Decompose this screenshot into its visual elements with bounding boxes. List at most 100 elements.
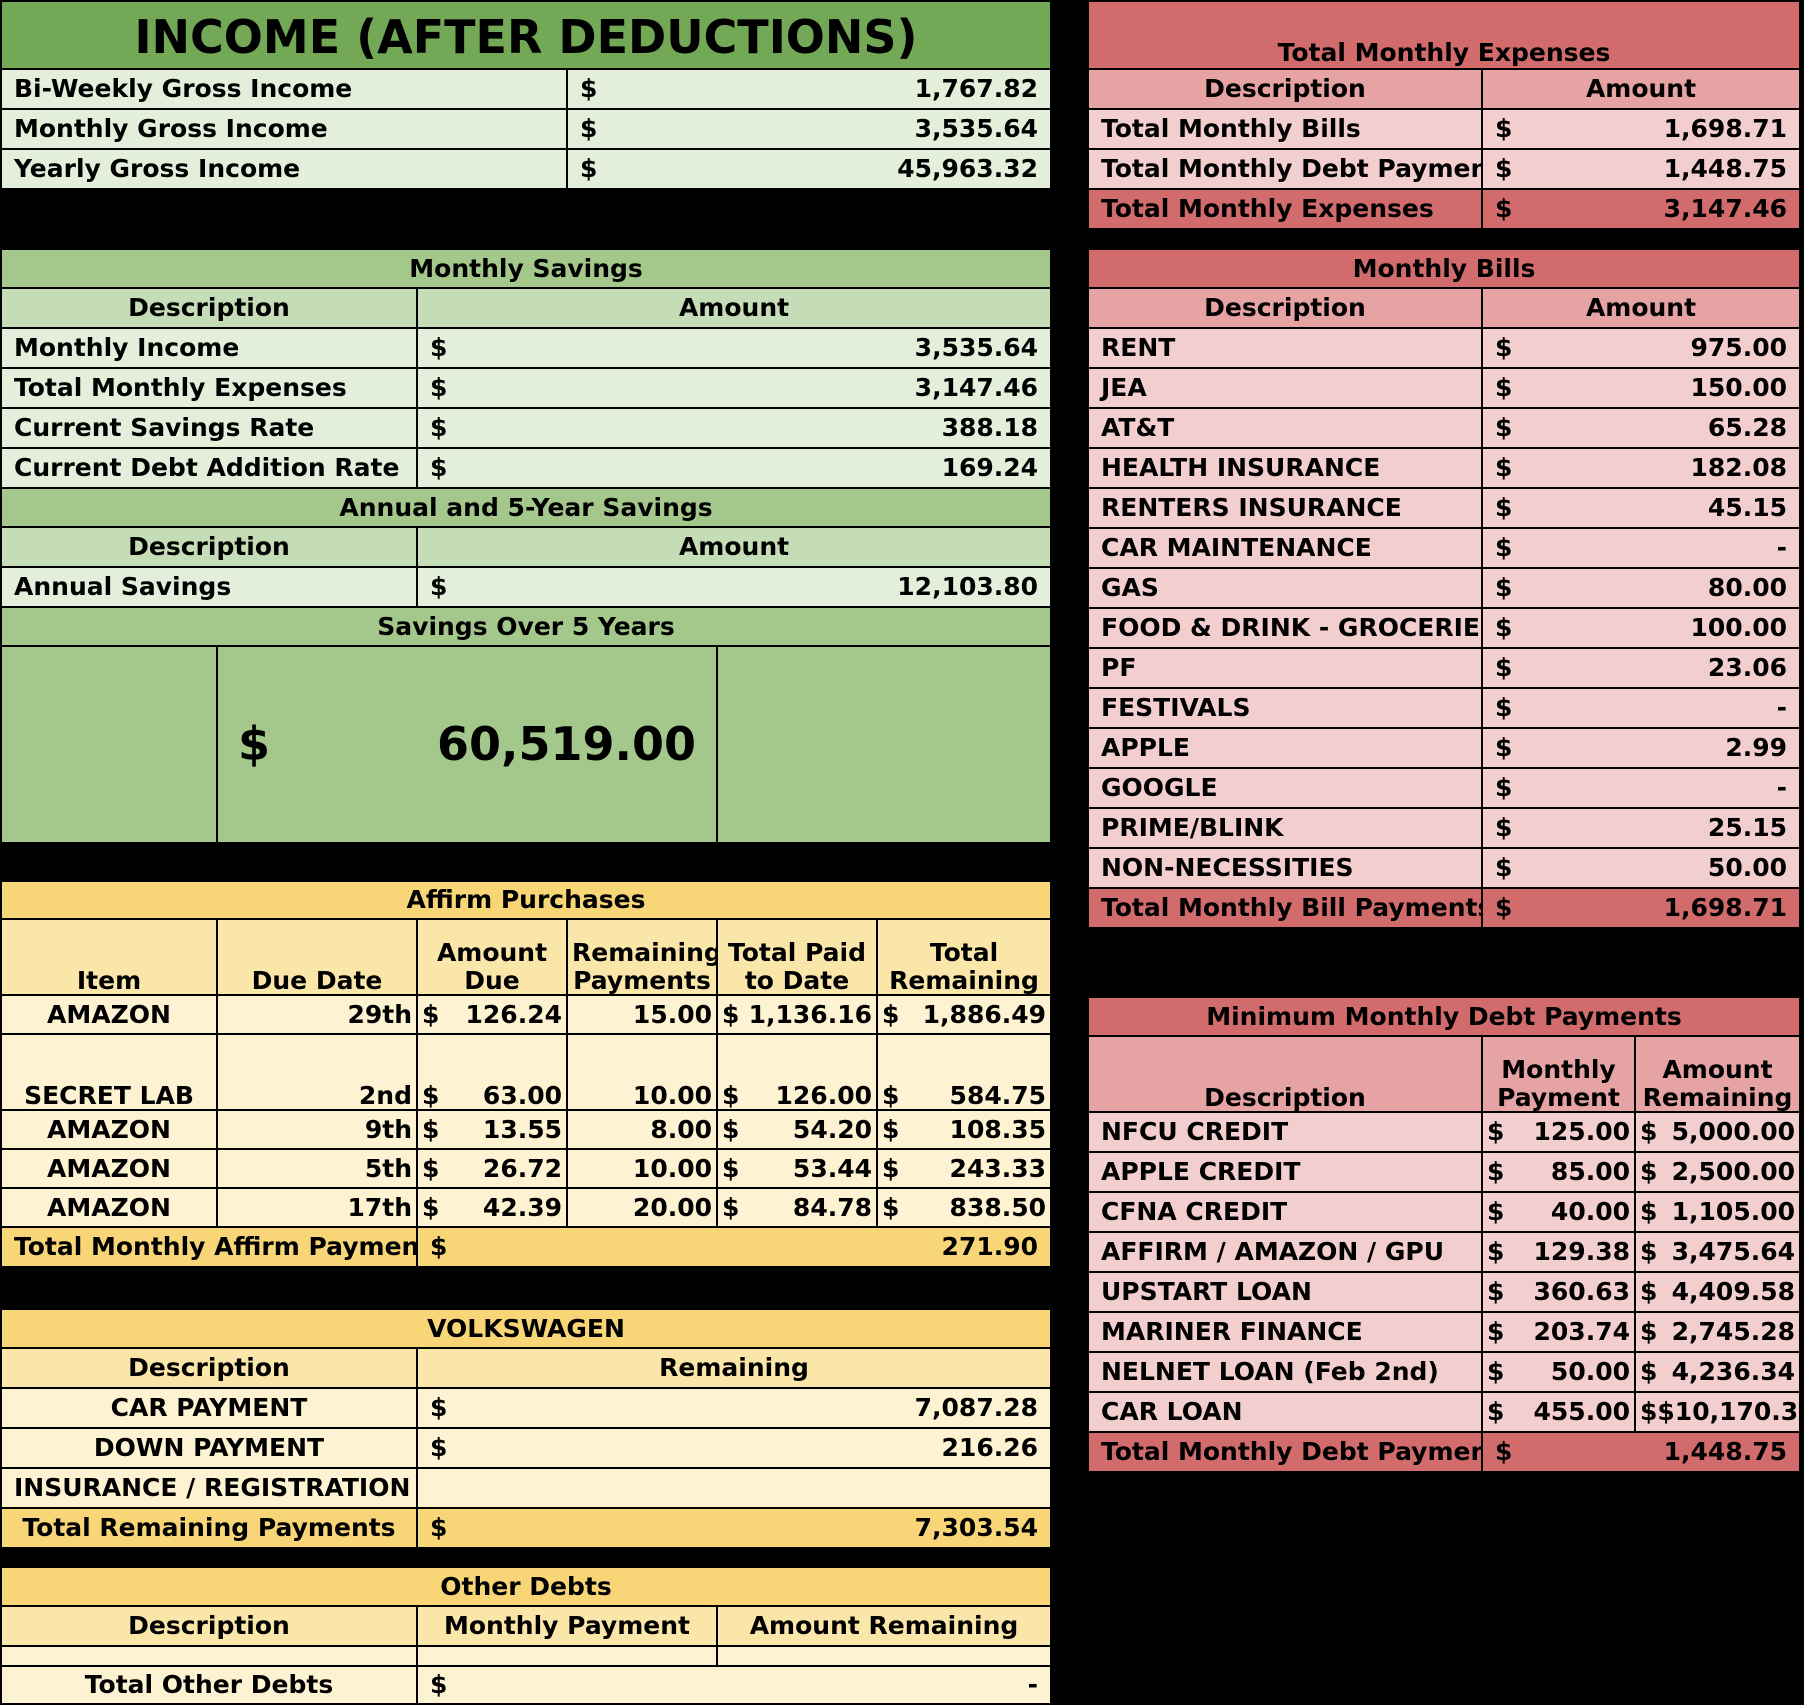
currency-symbol: $ bbox=[430, 1232, 448, 1262]
five-year-savings-value: 60,519.00 bbox=[437, 717, 696, 772]
currency-symbol: $ bbox=[1495, 813, 1513, 843]
other-debts-title: Other Debts bbox=[0, 1566, 1052, 1607]
column-header-amount-due-line2: Due bbox=[464, 965, 520, 995]
total-row: Total Remaining Payments $7,303.54 bbox=[0, 1507, 1053, 1549]
row-label: Monthly Gross Income bbox=[0, 108, 568, 150]
income-table: INCOME (AFTER DEDUCTIONS) Bi-Weekly Gros… bbox=[0, 0, 1052, 190]
remaining-payments: 15.00 bbox=[566, 994, 718, 1035]
bill-amount: 100.00 bbox=[1690, 613, 1787, 643]
table-row: MARINER FINANCE $203.74 $2,745.28 bbox=[1087, 1311, 1802, 1353]
total-label: Total Remaining Payments bbox=[0, 1507, 418, 1549]
total-label: Total Monthly Affirm Payments bbox=[0, 1226, 418, 1268]
bill-amount: - bbox=[1776, 693, 1787, 723]
affirm-purchases-table: Affirm Purchases Item Due Date Amount Due… bbox=[0, 880, 1053, 1268]
currency-symbol: $ bbox=[1495, 413, 1513, 443]
currency-symbol: $ bbox=[722, 1153, 740, 1183]
remaining-payments: 10.00 bbox=[566, 1148, 718, 1189]
amount-value: 1,698.71 bbox=[1663, 114, 1788, 144]
table-row: APPLE $2.99 bbox=[1087, 727, 1801, 769]
total-remaining: 584.75 bbox=[949, 1080, 1047, 1110]
currency-symbol: $ bbox=[430, 1393, 448, 1423]
amount-due: 63.00 bbox=[482, 1080, 562, 1110]
row-label: Annual Savings bbox=[0, 566, 418, 608]
table-row: Total Monthly Expenses $3,147.46 bbox=[0, 367, 1053, 409]
column-header-item: Item bbox=[0, 918, 218, 996]
currency-symbol: $ bbox=[1495, 493, 1513, 523]
column-header-paid-line2: to Date bbox=[744, 965, 850, 995]
monthly-savings-title: Monthly Savings bbox=[0, 248, 1053, 289]
table-row: Yearly Gross Income $45,963.32 bbox=[0, 148, 1052, 190]
monthly-payment: 203.74 bbox=[1533, 1317, 1630, 1347]
column-header-monthly-line1: Monthly bbox=[1501, 1055, 1616, 1084]
volkswagen-table: VOLKSWAGEN Description Remaining CAR PAY… bbox=[0, 1308, 1053, 1549]
total-paid: 1,136.16 bbox=[748, 999, 872, 1029]
currency-symbol: $ bbox=[882, 999, 900, 1029]
monthly-payment: 129.38 bbox=[1533, 1237, 1630, 1267]
bill-amount: 65.28 bbox=[1707, 413, 1787, 443]
bill-label: HEALTH INSURANCE bbox=[1087, 447, 1483, 489]
currency-symbol: $ bbox=[422, 999, 440, 1029]
table-row: Current Debt Addition Rate $169.24 bbox=[0, 447, 1053, 489]
currency-symbol: $ bbox=[238, 717, 271, 772]
currency-symbol: $ bbox=[1495, 194, 1513, 224]
item-name: AMAZON bbox=[0, 1148, 218, 1189]
column-header-amount: Amount bbox=[1481, 287, 1801, 329]
currency-symbol: $ bbox=[722, 999, 740, 1029]
table-row: RENTERS INSURANCE $45.15 bbox=[1087, 487, 1801, 529]
table-row: Annual Savings $12,103.80 bbox=[0, 566, 1053, 608]
currency-symbol: $ bbox=[430, 1433, 448, 1463]
table-row: NON-NECESSITIES $50.00 bbox=[1087, 847, 1801, 889]
column-header-total-line2: Remaining bbox=[889, 965, 1039, 995]
debt-label: APPLE CREDIT bbox=[1087, 1151, 1483, 1193]
table-row: CAR PAYMENT $7,087.28 bbox=[0, 1387, 1053, 1429]
total-label: Total Other Debts bbox=[0, 1665, 418, 1705]
income-title: INCOME (AFTER DEDUCTIONS) bbox=[0, 0, 1052, 70]
table-row: SECRET LAB 2nd $63.00 10.00 $126.00 $584… bbox=[0, 1033, 1053, 1111]
table-row: GOOGLE $ - bbox=[1087, 767, 1801, 809]
total-remaining: 1,886.49 bbox=[922, 999, 1047, 1029]
currency-symbol: $ bbox=[422, 1153, 440, 1183]
currency-symbol: $ bbox=[580, 114, 598, 144]
expenses-title: Total Monthly Expenses bbox=[1086, 0, 1802, 70]
table-row: CAR LOAN $455.00 $ $10,170.32 bbox=[1087, 1391, 1802, 1433]
currency-symbol: $ bbox=[1640, 1357, 1658, 1387]
annual-savings-title: Annual and 5-Year Savings bbox=[0, 487, 1053, 528]
currency-symbol: $ bbox=[1495, 773, 1513, 803]
due-date: 17th bbox=[216, 1187, 418, 1228]
column-header-description: Description bbox=[1087, 68, 1483, 110]
currency-symbol: $ bbox=[430, 333, 448, 363]
row-label: Yearly Gross Income bbox=[0, 148, 568, 190]
due-date: 9th bbox=[216, 1109, 418, 1150]
row-label: DOWN PAYMENT bbox=[0, 1427, 418, 1469]
amount-due: 126.24 bbox=[465, 999, 562, 1029]
column-header-remaining: Remaining bbox=[415, 1347, 1053, 1389]
currency-symbol: $ bbox=[1487, 1237, 1505, 1267]
currency-symbol: $ bbox=[882, 1080, 900, 1110]
currency-symbol: $ bbox=[1487, 1317, 1505, 1347]
currency-symbol: $ bbox=[1495, 693, 1513, 723]
table-row: Current Savings Rate $388.18 bbox=[0, 407, 1053, 449]
currency-symbol: $ bbox=[422, 1080, 440, 1110]
currency-symbol: $ bbox=[1640, 1197, 1658, 1227]
table-row: FOOD & DRINK - GROCERIES $100.00 bbox=[1087, 607, 1801, 649]
currency-symbol: $ bbox=[430, 1513, 448, 1543]
affirm-title: Affirm Purchases bbox=[0, 880, 1053, 920]
currency-symbol: $ bbox=[1487, 1157, 1505, 1187]
bill-amount: 80.00 bbox=[1707, 573, 1787, 603]
total-amount: 7,303.54 bbox=[914, 1513, 1039, 1543]
currency-symbol: $ bbox=[1640, 1237, 1658, 1267]
debt-label: UPSTART LOAN bbox=[1087, 1271, 1483, 1313]
total-paid: 53.44 bbox=[792, 1153, 872, 1183]
five-year-savings-title: Savings Over 5 Years bbox=[0, 606, 1053, 647]
remaining-payments: 10.00 bbox=[566, 1033, 718, 1111]
currency-symbol: $ bbox=[1640, 1157, 1658, 1187]
table-row: RENT $975.00 bbox=[1087, 327, 1801, 369]
amount-value: 1,448.75 bbox=[1663, 154, 1788, 184]
table-row: APPLE CREDIT $85.00 $2,500.00 bbox=[1087, 1151, 1802, 1193]
table-row: PRIME/BLINK $25.15 bbox=[1087, 807, 1801, 849]
amount-remaining: 2,500.00 bbox=[1671, 1157, 1796, 1187]
bill-amount: 2.99 bbox=[1725, 733, 1787, 763]
bill-label: GOOGLE bbox=[1087, 767, 1483, 809]
bill-amount: - bbox=[1776, 773, 1787, 803]
total-label: Total Monthly Bill Payments bbox=[1087, 887, 1483, 929]
